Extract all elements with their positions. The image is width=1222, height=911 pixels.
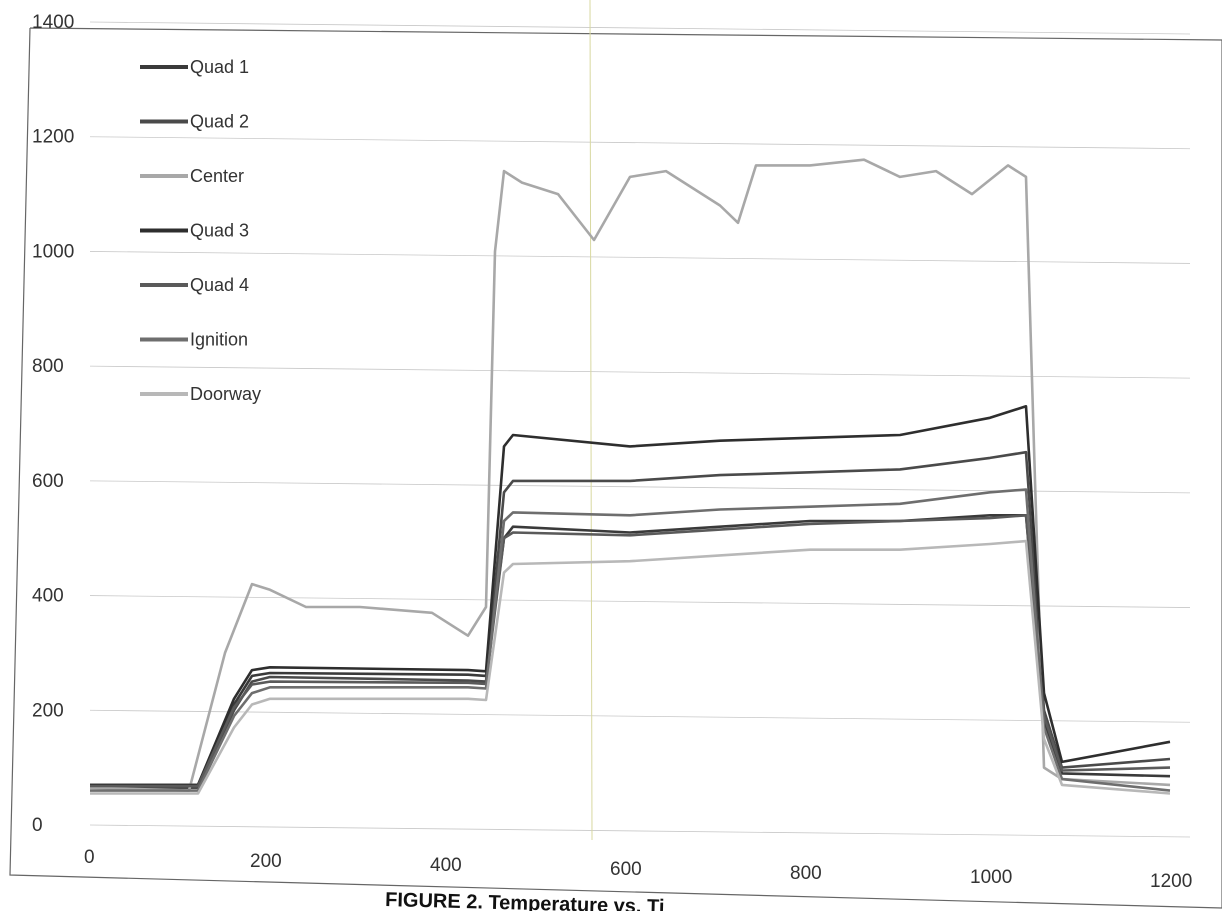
- series-line-center: [89, 158, 1171, 792]
- y-axis-ticks: 0 200 400 600 800 1000 1200 1400: [32, 12, 74, 836]
- x-tick-label: 1000: [970, 867, 1012, 888]
- legend-label: Doorway: [190, 384, 261, 404]
- series-line-quad-4: [90, 513, 1171, 788]
- x-tick-label: 800: [790, 863, 822, 884]
- y-tick-label: 1000: [32, 241, 74, 262]
- y-tick-label: 1400: [32, 12, 74, 33]
- scan-line: [589, 0, 593, 841]
- legend-label: Ignition: [190, 330, 248, 350]
- x-tick-label: 0: [84, 847, 95, 868]
- legend-label: Center: [190, 166, 244, 186]
- legend-label: Quad 1: [190, 57, 249, 77]
- y-tick-label: 0: [32, 815, 43, 836]
- gridline-y-1400: [89, 21, 1191, 35]
- x-axis-ticks: 0 200 400 600 800 1000 1200: [84, 847, 1192, 892]
- series-line-doorway: [90, 539, 1171, 795]
- gridline-y-0: [89, 824, 1191, 838]
- y-tick-label: 400: [32, 586, 64, 607]
- legend: Quad 1 Quad 2 Center Quad 3 Quad 4 Ignition Do…: [140, 57, 261, 404]
- y-tick-label: 800: [32, 356, 64, 377]
- series-line-quad-3: [90, 404, 1171, 787]
- figure-caption: FIGURE 2. Temperature vs. Ti: [385, 889, 665, 911]
- legend-label: Quad 4: [190, 275, 249, 295]
- x-tick-label: 200: [250, 851, 282, 872]
- x-tick-label: 1200: [1150, 871, 1192, 892]
- gridline-y-200: [89, 709, 1191, 723]
- legend-label: Quad 2: [190, 112, 249, 132]
- x-tick-label: 600: [610, 859, 642, 880]
- gridline-y-800: [89, 365, 1191, 379]
- gridline-y-400: [89, 595, 1191, 608]
- series-line-ignition: [90, 488, 1171, 792]
- y-tick-label: 200: [32, 700, 64, 721]
- gridline-y-1200: [89, 136, 1191, 150]
- y-tick-label: 1200: [32, 127, 74, 148]
- x-tick-label: 400: [430, 855, 462, 876]
- grid-lines: [89, 21, 1191, 838]
- plot-frame: [9, 27, 1222, 909]
- gridline-y-1000: [89, 251, 1191, 264]
- y-tick-label: 600: [32, 471, 64, 492]
- series-lines: [89, 158, 1171, 795]
- legend-label: Quad 3: [190, 221, 249, 241]
